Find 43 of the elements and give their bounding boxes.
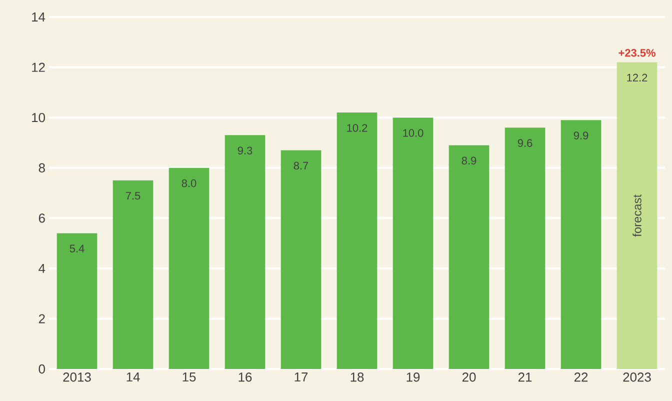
annotation: forecast bbox=[632, 194, 642, 237]
annotation: +23.5% bbox=[618, 48, 656, 57]
bar bbox=[168, 168, 210, 369]
data-label: 8.7 bbox=[294, 162, 308, 170]
bar bbox=[504, 128, 546, 369]
x-tick-label: 2013 bbox=[63, 372, 91, 382]
y-tick-label: 4 bbox=[38, 264, 46, 273]
x-tick-label: 16 bbox=[238, 372, 252, 382]
data-label: 12.2 bbox=[627, 74, 648, 82]
x-tick-label: 2023 bbox=[623, 372, 651, 382]
bar bbox=[616, 62, 658, 369]
bar bbox=[280, 150, 322, 369]
x-tick-label: 18 bbox=[350, 372, 364, 382]
y-tick-label: 14 bbox=[32, 12, 46, 22]
bar bbox=[560, 120, 602, 369]
bar bbox=[224, 135, 266, 369]
x-tick-label: 15 bbox=[182, 372, 196, 382]
bar bbox=[448, 145, 490, 369]
data-label: 5.4 bbox=[70, 244, 84, 252]
x-tick-label: 14 bbox=[126, 372, 140, 382]
y-tick-label: 6 bbox=[38, 214, 45, 223]
bar bbox=[336, 112, 378, 369]
data-label: 9.9 bbox=[574, 132, 588, 140]
y-tick-label: 0 bbox=[38, 364, 45, 374]
data-label: 10.2 bbox=[347, 124, 368, 132]
y-tick-label: 8 bbox=[38, 163, 45, 172]
bar bbox=[112, 180, 154, 369]
x-tick-label: 21 bbox=[518, 372, 532, 382]
x-tick-label: 17 bbox=[294, 372, 308, 382]
y-tick-label: 10 bbox=[32, 112, 45, 122]
bar bbox=[392, 118, 434, 369]
y-tick-label: 2 bbox=[38, 314, 45, 324]
y-tick-label: 12 bbox=[32, 62, 45, 72]
data-label: 10.0 bbox=[403, 129, 424, 137]
data-label: 7.5 bbox=[126, 192, 140, 200]
x-tick-label: 19 bbox=[406, 372, 420, 382]
data-label: 8.0 bbox=[182, 179, 196, 188]
bar bbox=[56, 233, 98, 369]
x-tick-label: 22 bbox=[574, 372, 588, 382]
x-tick-label: 20 bbox=[462, 372, 476, 382]
data-label: 9.6 bbox=[518, 139, 532, 147]
data-label: 9.3 bbox=[238, 146, 252, 154]
data-label: 8.9 bbox=[462, 156, 476, 165]
